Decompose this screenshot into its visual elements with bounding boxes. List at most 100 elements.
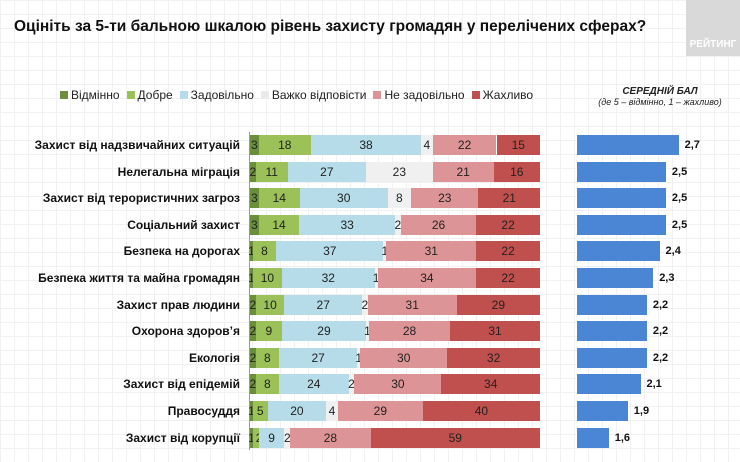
legend-label: Не задовільно [384, 88, 465, 102]
data-label: 1 [248, 404, 255, 418]
logo-text: РЕЙТИНГ [689, 39, 737, 50]
bar-segment [370, 427, 540, 448]
average-label: 2,2 [652, 298, 669, 311]
bar-segment [281, 268, 375, 288]
average-label: 1,9 [633, 405, 650, 417]
legend-item: Жахливо [471, 88, 533, 102]
bar-segment [255, 374, 279, 395]
bar-segment [281, 321, 366, 342]
bar-segment [411, 188, 479, 209]
average-label: 2,4 [665, 245, 681, 258]
data-label: 2 [249, 350, 257, 365]
average-label: 2,5 [671, 218, 688, 231]
legend-swatch [260, 91, 269, 99]
data-label: 22 [501, 217, 515, 232]
data-label: 5 [256, 404, 264, 418]
bar-segment [377, 268, 477, 288]
data-label: 1 [372, 271, 380, 285]
bar-segment [368, 321, 451, 342]
legend-item: Відмінно [60, 88, 120, 102]
data-label: 3 [251, 217, 258, 232]
data-label: 29 [491, 297, 506, 312]
bar-segment [374, 268, 378, 288]
average-label: 1,6 [614, 431, 631, 444]
data-label: 1 [248, 244, 255, 259]
average-bar [577, 374, 641, 395]
data-label: 2 [283, 430, 291, 445]
legend-label: Задовільно [190, 88, 254, 102]
average-bar [577, 214, 666, 235]
category-axis [249, 132, 250, 450]
bar-segment [250, 347, 256, 368]
average-label: 2,2 [652, 325, 669, 338]
bar-segment [290, 427, 371, 448]
data-label: 29 [373, 404, 388, 418]
bar-segment [284, 294, 362, 315]
data-label: 23 [438, 191, 452, 206]
average-bar [577, 321, 647, 342]
data-label: 20 [290, 404, 304, 418]
data-label: 2 [249, 377, 257, 392]
bar-segment [250, 427, 253, 448]
data-label: 37 [323, 244, 337, 259]
legend-swatch [179, 91, 188, 99]
bar-segment [476, 241, 540, 262]
category-label: Соціальний захист [127, 217, 240, 232]
legend-item: Не задовільно [373, 88, 465, 102]
bar-segment [366, 161, 433, 182]
bar-segment [354, 374, 442, 395]
legend-item: Важко відповісти [260, 88, 366, 102]
legend-swatch [471, 91, 480, 99]
data-label: 28 [402, 324, 417, 339]
bar-segment [252, 241, 277, 262]
data-label: 15 [511, 138, 525, 152]
data-label: 11 [265, 164, 278, 179]
bar-segment [493, 161, 540, 182]
data-label: 21 [456, 164, 470, 179]
category-label: Охорона здоров’я [131, 324, 240, 339]
bar-segment [310, 135, 422, 155]
average-label: 2,7 [684, 139, 700, 151]
data-label: 40 [474, 404, 489, 418]
bar-segment [287, 161, 366, 182]
bar-segment [250, 374, 256, 395]
bar-segment [252, 268, 282, 288]
data-label: 31 [424, 244, 438, 259]
bar-segment [395, 214, 401, 235]
bar-segment [422, 401, 540, 421]
category-label: Захист від терористичних загроз [42, 191, 240, 206]
rating-logo: РЕЙТИНГ [686, 0, 740, 56]
data-label: 4 [328, 404, 336, 418]
bar-segment [284, 427, 291, 448]
data-label: 1 [364, 324, 371, 339]
data-label: 30 [337, 191, 351, 206]
data-label: 18 [278, 138, 292, 152]
data-label: 29 [317, 324, 331, 339]
bar-segment [456, 294, 540, 315]
legend-item: Добре [126, 88, 173, 102]
data-label: 10 [260, 271, 275, 285]
data-label: 10 [263, 297, 277, 312]
average-bar [577, 161, 666, 182]
data-label: 22 [501, 244, 515, 259]
data-label: 32 [486, 350, 501, 365]
data-label: 2 [394, 217, 402, 232]
average-score-title: СЕРЕДНІЙ БАЛ [622, 86, 698, 97]
data-label: 9 [265, 324, 273, 339]
data-label: 9 [268, 430, 275, 445]
bar-segment [258, 214, 300, 235]
bar-segment [250, 321, 256, 342]
bar-segment [250, 214, 259, 235]
data-label: 30 [397, 350, 411, 365]
data-label: 1 [355, 350, 363, 365]
legend-swatch [373, 91, 382, 99]
data-label: 27 [316, 297, 330, 312]
bar-segment [387, 188, 412, 209]
data-label: 8 [264, 350, 271, 365]
bar-segment [360, 347, 448, 368]
data-label: 31 [405, 297, 419, 312]
bar-segment [258, 427, 285, 448]
bar-segment [299, 214, 395, 235]
data-label: 27 [320, 164, 334, 179]
data-label: 38 [359, 138, 373, 152]
